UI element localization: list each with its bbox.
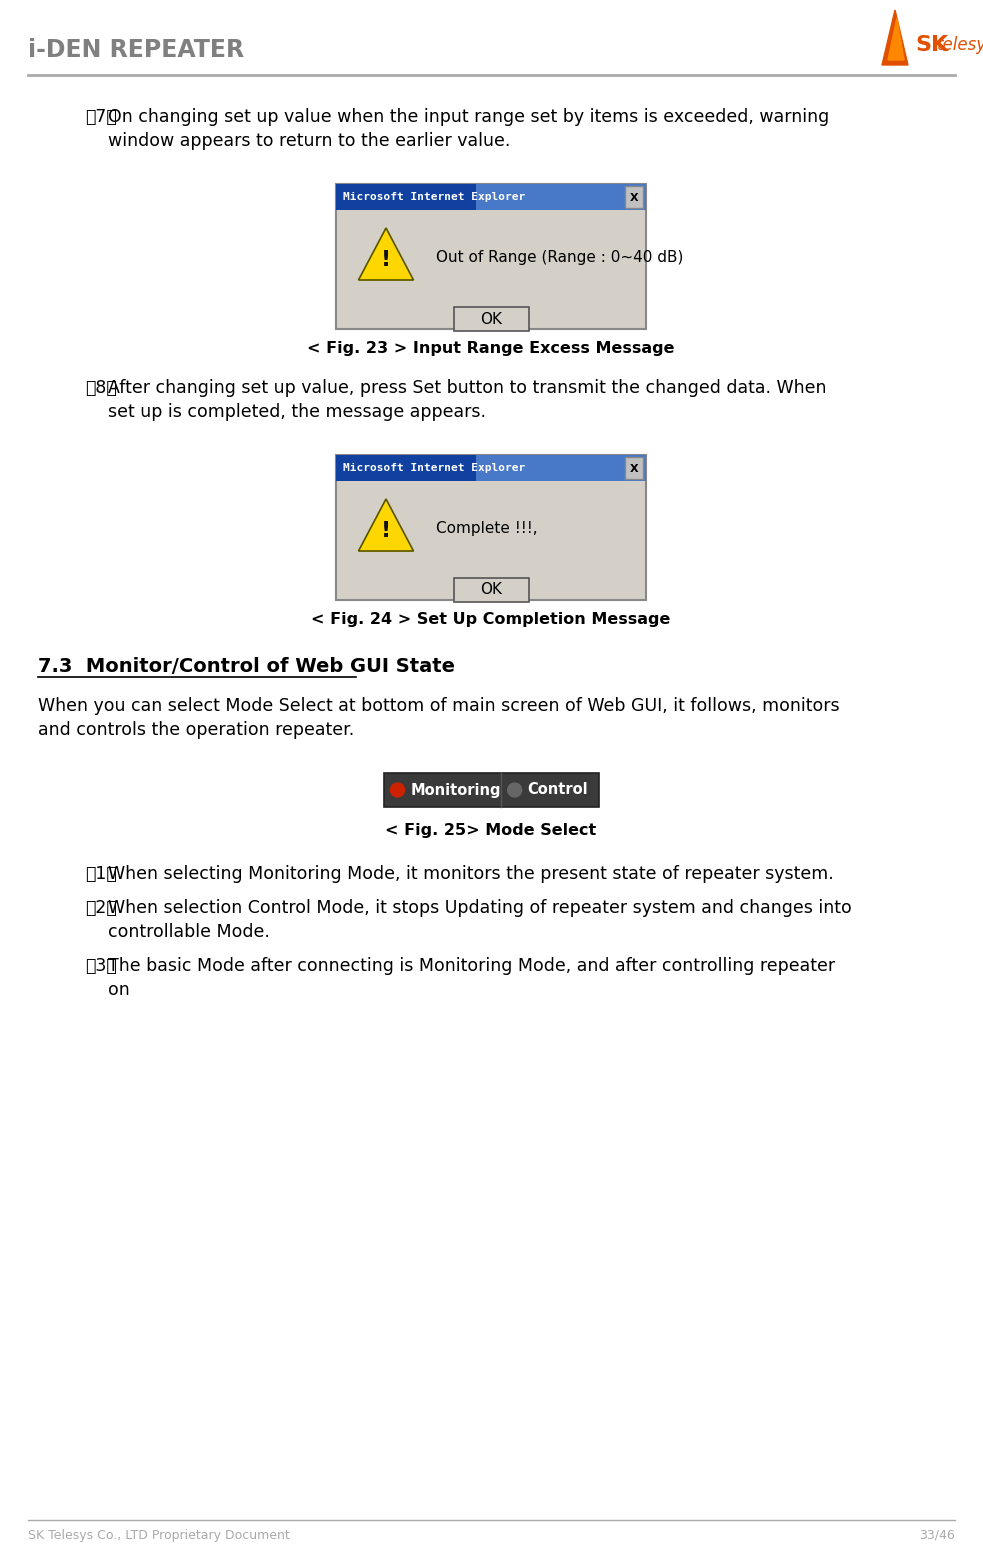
Text: 33/46: 33/46 [919, 1529, 955, 1541]
Bar [476, 184, 646, 210]
Text: Monitoring: Monitoring [411, 782, 501, 798]
Text: （2）: （2） [85, 900, 117, 917]
Text: and controls the operation repeater.: and controls the operation repeater. [38, 720, 354, 739]
Text: （3）: （3） [85, 957, 117, 976]
Text: X: X [630, 193, 638, 203]
Bar [625, 458, 643, 479]
Bar [336, 184, 646, 329]
Text: on: on [108, 982, 130, 999]
Text: Control: Control [528, 782, 588, 798]
Text: SK: SK [915, 36, 949, 56]
Text: Out of Range (Range : 0~40 dB): Out of Range (Range : 0~40 dB) [436, 250, 683, 264]
Text: On changing set up value when the input range set by items is exceeded, warning: On changing set up value when the input … [108, 108, 830, 127]
Text: After changing set up value, press Set button to transmit the changed data. When: After changing set up value, press Set b… [108, 379, 827, 397]
Text: （7）: （7） [85, 108, 117, 127]
Bar [625, 186, 643, 209]
Bar [383, 773, 599, 807]
Text: window appears to return to the earlier value.: window appears to return to the earlier … [108, 131, 510, 150]
Bar [336, 455, 646, 481]
Text: telesys: telesys [937, 36, 983, 54]
Polygon shape [882, 9, 908, 65]
Text: When you can select Mode Select at bottom of main screen of Web GUI, it follows,: When you can select Mode Select at botto… [38, 697, 839, 714]
Circle shape [507, 782, 522, 798]
Text: Microsoft Internet Explorer: Microsoft Internet Explorer [343, 192, 525, 203]
Polygon shape [359, 227, 414, 280]
Text: The basic Mode after connecting is Monitoring Mode, and after controlling repeat: The basic Mode after connecting is Monit… [108, 957, 836, 976]
Text: When selection Control Mode, it stops Updating of repeater system and changes in: When selection Control Mode, it stops Up… [108, 900, 851, 917]
Polygon shape [888, 19, 904, 60]
Text: 7.3  Monitor/Control of Web GUI State: 7.3 Monitor/Control of Web GUI State [38, 657, 455, 676]
Text: < Fig. 25> Mode Select: < Fig. 25> Mode Select [385, 822, 597, 838]
Text: controllable Mode.: controllable Mode. [108, 923, 270, 942]
Text: !: ! [381, 250, 391, 271]
Text: X: X [630, 464, 638, 475]
Text: Microsoft Internet Explorer: Microsoft Internet Explorer [343, 462, 525, 473]
Text: < Fig. 24 > Set Up Completion Message: < Fig. 24 > Set Up Completion Message [312, 612, 670, 628]
Bar [453, 308, 529, 331]
Text: OK: OK [480, 583, 502, 597]
Polygon shape [359, 499, 414, 550]
Text: （8）: （8） [85, 379, 117, 397]
Text: SK Telesys Co., LTD Proprietary Document: SK Telesys Co., LTD Proprietary Document [28, 1529, 290, 1541]
Text: When selecting Monitoring Mode, it monitors the present state of repeater system: When selecting Monitoring Mode, it monit… [108, 866, 834, 883]
Text: i-DEN REPEATER: i-DEN REPEATER [28, 39, 244, 62]
Bar [453, 578, 529, 601]
Text: Complete !!!,: Complete !!!, [436, 521, 538, 536]
Text: set up is completed, the message appears.: set up is completed, the message appears… [108, 404, 486, 421]
Circle shape [390, 782, 404, 798]
Text: （1）: （1） [85, 866, 117, 883]
Text: OK: OK [480, 311, 502, 326]
Bar [476, 455, 646, 481]
Text: !: ! [381, 521, 391, 541]
Bar [336, 455, 646, 600]
Text: < Fig. 23 > Input Range Excess Message: < Fig. 23 > Input Range Excess Message [308, 342, 674, 356]
Bar [336, 184, 646, 210]
